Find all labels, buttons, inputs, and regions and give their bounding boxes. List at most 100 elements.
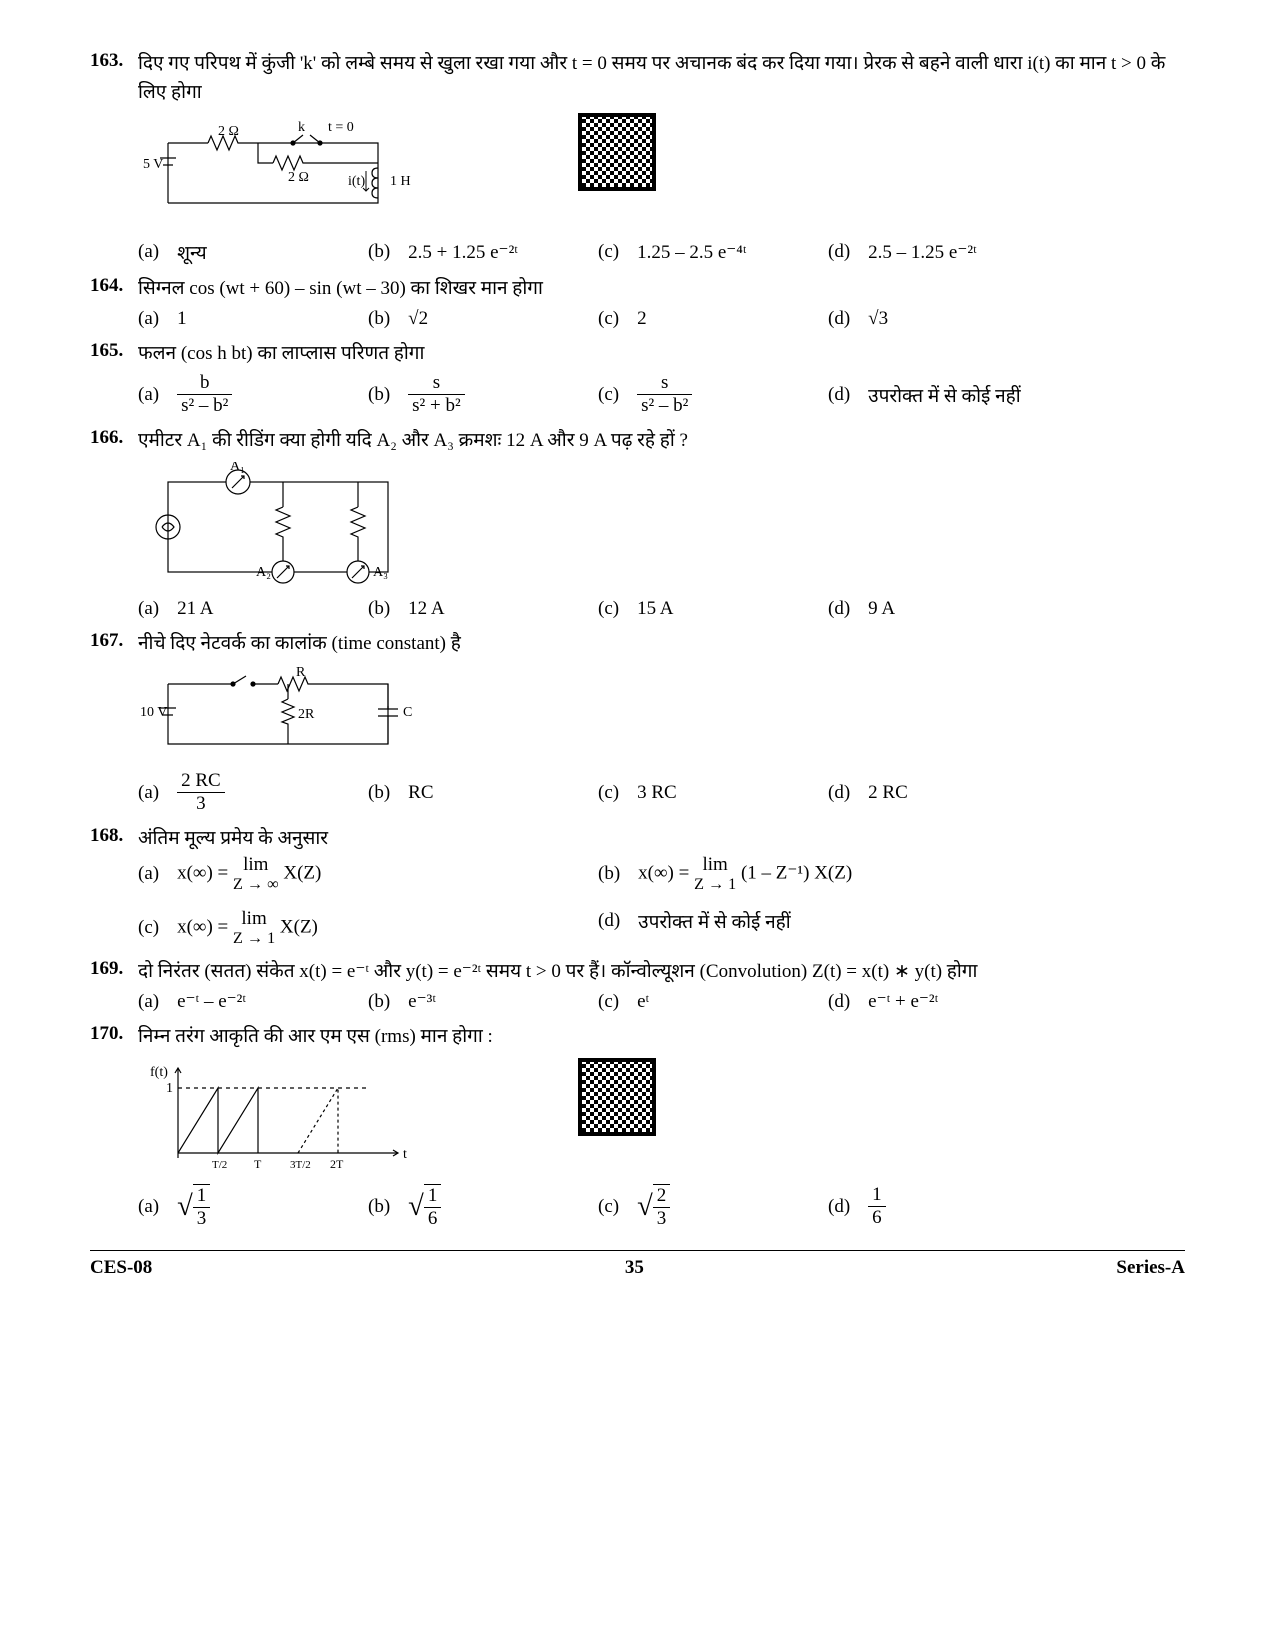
- question-number: 168.: [90, 825, 138, 847]
- question-number: 169.: [90, 958, 138, 980]
- question-text: दिए गए परिपथ में कुंजी 'k' को लम्बे समय …: [138, 50, 1185, 107]
- question-number: 163.: [90, 50, 138, 72]
- option-text: 15 A: [637, 598, 673, 620]
- question: 165.फलन (cos h bt) का लाप्लास परिणत होगा…: [90, 340, 1185, 418]
- option-text: e⁻³ᵗ: [408, 990, 436, 1013]
- option-label: (b): [368, 384, 390, 406]
- option: (a)√13: [138, 1184, 368, 1230]
- svg-text:k: k: [298, 120, 305, 135]
- question-text: एमीटर A₁ की रीडिंग क्या होगी यदि A₂ और A…: [138, 427, 1185, 456]
- option-text: e⁻ᵗ + e⁻²ᵗ: [868, 990, 938, 1013]
- option-text: 9 A: [868, 598, 895, 620]
- question-text: नीचे दिए नेटवर्क का कालांक (time constan…: [138, 630, 1185, 659]
- qr-code: [578, 113, 656, 191]
- svg-text:i(t): i(t): [348, 174, 365, 189]
- option: (b) 2.5 + 1.25 e⁻²ᵗ: [368, 239, 598, 265]
- option: (d) 16: [828, 1184, 1058, 1230]
- option-text: 21 A: [177, 598, 213, 620]
- option-label: (d): [598, 910, 620, 932]
- option: (d) e⁻ᵗ + e⁻²ᵗ: [828, 990, 1058, 1013]
- svg-text:A₂: A₂: [256, 565, 271, 580]
- svg-text:A₃: A₃: [373, 565, 388, 580]
- question-number: 166.: [90, 427, 138, 449]
- svg-text:A₁: A₁: [230, 462, 245, 474]
- svg-text:2 Ω: 2 Ω: [218, 124, 239, 139]
- circuit-167: 10 V R 2R C: [138, 664, 418, 764]
- question-number: 170.: [90, 1023, 138, 1045]
- options-row: (a)2 RC3(b)RC(c)3 RC(d)2 RC: [138, 770, 1185, 815]
- option-label: (b): [368, 598, 390, 620]
- svg-text:2 Ω: 2 Ω: [288, 170, 309, 185]
- svg-text:2T: 2T: [330, 1157, 344, 1171]
- option-label: (c): [598, 384, 619, 406]
- waveform-170: f(t) 1 T/2 T 3T/2 2T t: [138, 1058, 418, 1178]
- svg-text:t: t: [403, 1147, 407, 1162]
- svg-text:C: C: [403, 705, 412, 720]
- option-text: x(∞) = limZ → 1 (1 – Z⁻¹) X(Z): [638, 854, 852, 894]
- circuit-163: 5 V 2 Ω 2 Ω k t = 0 i(t) 1 H: [138, 113, 418, 233]
- svg-text:T/2: T/2: [212, 1159, 227, 1171]
- option-label: (c): [598, 782, 619, 804]
- option-text: √2: [408, 308, 428, 330]
- option-text: √3: [868, 308, 888, 330]
- option-label: (c): [598, 1196, 619, 1218]
- option-text: √23: [637, 1184, 670, 1230]
- question: 163.दिए गए परिपथ में कुंजी 'k' को लम्बे …: [90, 50, 1185, 265]
- option-text: √16: [408, 1184, 441, 1230]
- footer-center: 35: [625, 1257, 644, 1279]
- svg-text:t = 0: t = 0: [328, 120, 354, 135]
- option-text: 1: [177, 308, 187, 330]
- footer: CES-08 35 Series-A: [90, 1250, 1185, 1279]
- option: (c)eᵗ: [598, 990, 828, 1013]
- option-label: (d): [828, 598, 850, 620]
- option-text: eᵗ: [637, 991, 649, 1013]
- options-row: (a)bs² – b²(b) ss² + b² (c) ss² – b² (d)उपरो…: [138, 372, 1185, 417]
- option-text: 3 RC: [637, 782, 677, 804]
- option-text: bs² – b²: [177, 372, 232, 417]
- svg-text:10 V: 10 V: [140, 705, 167, 720]
- question: 167.नीचे दिए नेटवर्क का कालांक (time con…: [90, 630, 1185, 816]
- option-text: 2.5 – 1.25 e⁻²ᵗ: [868, 241, 977, 264]
- footer-left: CES-08: [90, 1257, 152, 1279]
- svg-text:1 H: 1 H: [390, 174, 411, 189]
- svg-text:T: T: [254, 1157, 262, 1171]
- option-text: 2.5 + 1.25 e⁻²ᵗ: [408, 241, 518, 264]
- question-text: सिग्नल cos (wt + 60) – sin (wt – 30) का …: [138, 275, 1185, 304]
- option: (a)bs² – b²: [138, 372, 368, 417]
- option-text: ss² + b²: [408, 372, 465, 417]
- option: (c)x(∞) = limZ → 1 X(Z): [138, 908, 598, 948]
- option-text: 2 RC: [868, 782, 908, 804]
- option: (d)उपरोक्त में से कोई नहीं: [598, 908, 828, 934]
- option-label: (d): [828, 384, 850, 406]
- option-text: 16: [868, 1184, 886, 1229]
- option-text: e⁻ᵗ – e⁻²ᵗ: [177, 990, 246, 1013]
- option-text: ss² – b²: [637, 372, 692, 417]
- svg-text:1: 1: [166, 1081, 173, 1096]
- question-number: 164.: [90, 275, 138, 297]
- option-label: (b): [368, 308, 390, 330]
- option-label: (b): [368, 241, 390, 263]
- option: (a)21 A: [138, 598, 368, 620]
- option-label: (d): [828, 241, 850, 263]
- question: 166.एमीटर A₁ की रीडिंग क्या होगी यदि A₂ …: [90, 427, 1185, 620]
- option-label: (c): [138, 917, 159, 939]
- option-text: RC: [408, 782, 433, 804]
- option-label: (d): [828, 991, 850, 1013]
- qr-code: [578, 1058, 656, 1136]
- options-row: (a)शून्य(b)2.5 + 1.25 e⁻²ᵗ(c)1.25 – 2.5 …: [138, 239, 1185, 265]
- option-label: (a): [138, 991, 159, 1013]
- option-label: (b): [368, 782, 390, 804]
- option: (d)उपरोक्त में से कोई नहीं: [828, 372, 1058, 417]
- options-row: (a)1(b)√2(c)2(d)√3: [138, 308, 1185, 330]
- svg-text:R: R: [296, 665, 306, 680]
- option: (a)शून्य: [138, 239, 368, 265]
- option: (b) √2: [368, 308, 598, 330]
- option: (a) 1: [138, 308, 368, 330]
- options-row: (a) e⁻ᵗ – e⁻²ᵗ (b)e⁻³ᵗ(c)eᵗ(d) e⁻ᵗ + e⁻²ᵗ: [138, 990, 1185, 1013]
- question-text: फलन (cos h bt) का लाप्लास परिणत होगा: [138, 340, 1185, 369]
- option-label: (a): [138, 308, 159, 330]
- option: (b)e⁻³ᵗ: [368, 990, 598, 1013]
- option: (d)2 RC: [828, 770, 1058, 815]
- option-label: (c): [598, 598, 619, 620]
- option-label: (d): [828, 1196, 850, 1218]
